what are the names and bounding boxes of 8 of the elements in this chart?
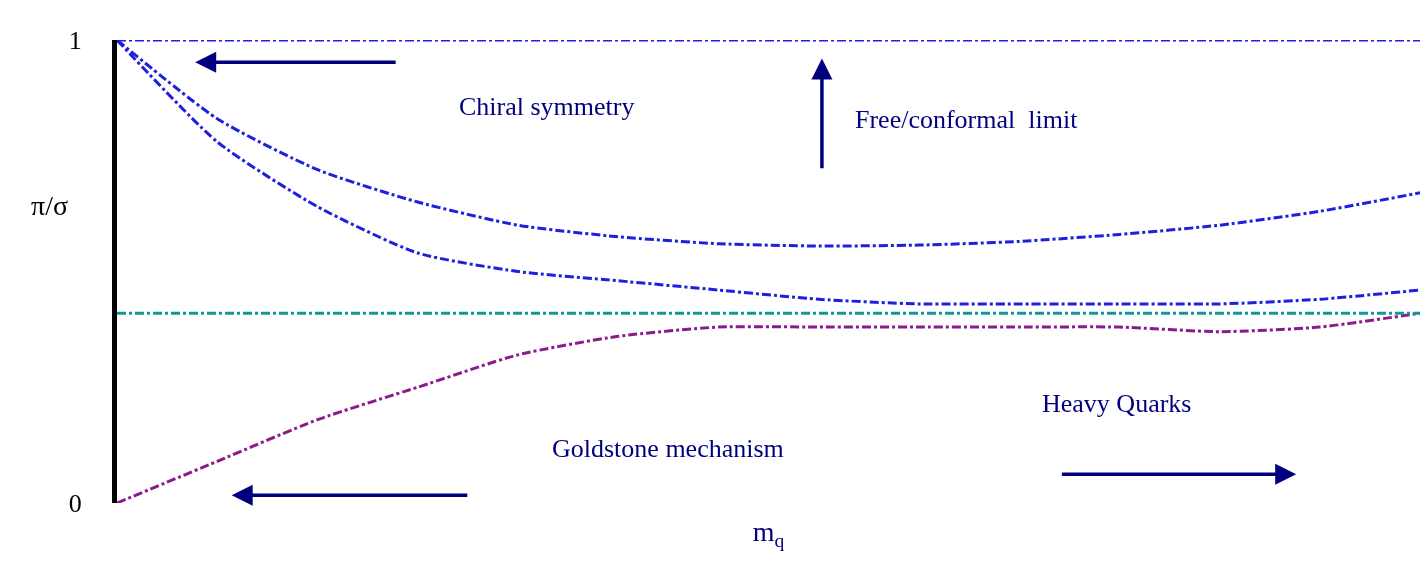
- annotation: Free/conformal limit: [855, 105, 1079, 134]
- y-axis-title: π/σ: [31, 190, 69, 221]
- x-axis-title: m$_{q}$: [752, 516, 785, 551]
- y-tick-label: 1: [68, 26, 82, 56]
- y-tick-label: 0: [68, 489, 82, 519]
- annotation: Chiral symmetry: [459, 92, 635, 121]
- annotation: Heavy Quarks: [1042, 389, 1192, 418]
- annotation: Goldstone mechanism: [552, 434, 784, 463]
